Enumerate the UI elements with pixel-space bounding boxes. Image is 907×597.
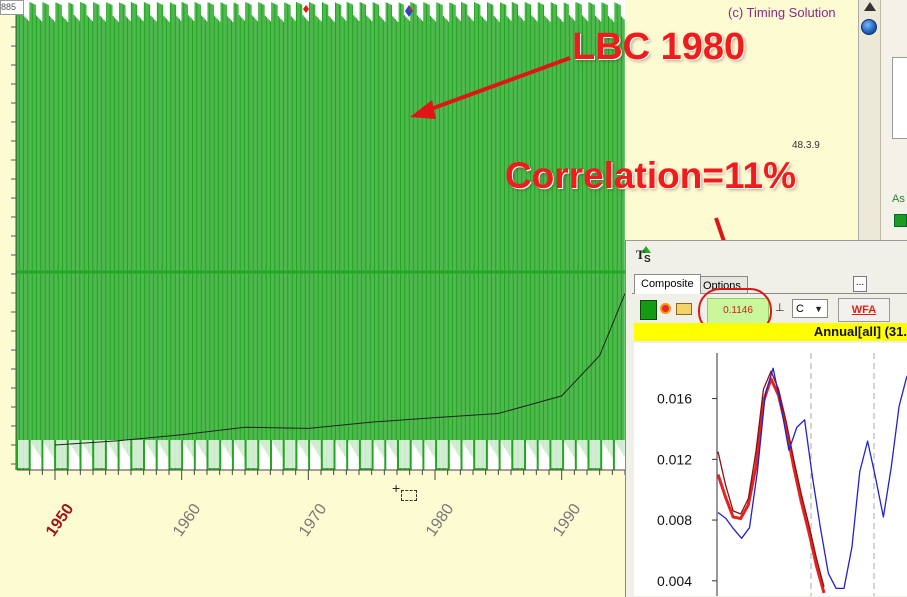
app-logo-sub: S <box>644 254 651 265</box>
tab-composite[interactable]: Composite <box>634 274 701 294</box>
composite-y-ticks: 0.016 0.012 0.008 0.004 <box>657 391 717 589</box>
oscillator-line <box>16 2 625 470</box>
folder-icon[interactable] <box>676 303 692 315</box>
composite-series-line <box>716 377 826 594</box>
composite-y-tick-label: 0.008 <box>657 512 692 528</box>
composite-series-line <box>717 367 907 590</box>
green-square-icon[interactable] <box>894 214 907 227</box>
composite-chart: 0.016 0.012 0.008 0.004 <box>634 343 907 596</box>
mode-select[interactable]: C ▼ <box>792 299 828 318</box>
chevron-down-icon: ▼ <box>814 304 823 314</box>
wfa-button[interactable]: WFA <box>838 298 890 322</box>
mode-select-value: C <box>796 303 804 315</box>
composite-y-tick-label: 0.004 <box>657 573 692 589</box>
composite-y-tick-label: 0.012 <box>657 451 692 467</box>
annual-label-bar: Annual[all] (31. <box>634 323 907 341</box>
green-color-button[interactable] <box>640 300 657 320</box>
more-button[interactable]: ... <box>853 276 867 292</box>
right-panel-box <box>892 57 907 139</box>
globe-icon[interactable] <box>861 19 877 35</box>
composite-series-line <box>717 370 825 588</box>
price-series-line <box>54 293 626 446</box>
credit-text: (c) Timing Solution <box>728 5 836 20</box>
gear-icon[interactable] <box>660 303 671 314</box>
top-left-badge: 885 <box>0 0 24 15</box>
cursor-crosshair-icon: + <box>392 480 401 496</box>
composite-y-tick-label: 0.016 <box>657 391 692 407</box>
app-logo: T <box>636 247 645 262</box>
correlation-annotation: Correlation=11% <box>505 155 796 196</box>
tab-divider <box>632 293 907 294</box>
small-readout: 48.3.9 <box>792 140 820 151</box>
composite-series <box>716 367 907 594</box>
cursor-selection-box <box>401 490 417 501</box>
lbc-annotation: LBC 1980 <box>572 26 746 68</box>
x-axis-ticks <box>29 470 626 480</box>
triangle-up-icon[interactable] <box>864 2 876 11</box>
top-markers <box>303 5 413 17</box>
right-panel-label: As <box>892 193 905 205</box>
app-logo-triangle-icon <box>641 246 651 253</box>
y-axis-ruler <box>11 7 16 465</box>
chart-type-icon[interactable]: ⊥ <box>775 302 785 314</box>
oscillator-series <box>16 2 625 470</box>
